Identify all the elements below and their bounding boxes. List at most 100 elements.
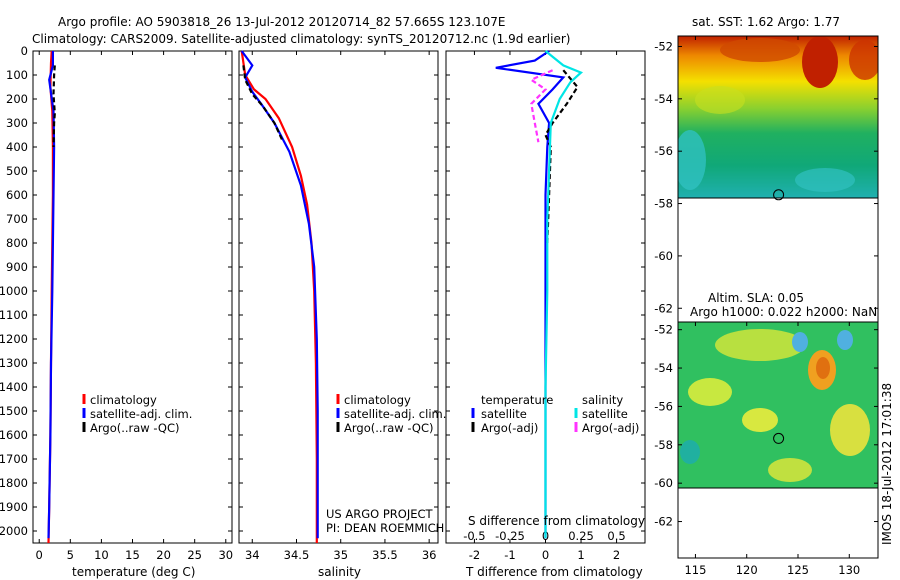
sla-map-title: Altim. SLA: 0.05 bbox=[708, 291, 804, 305]
x-tick-label: 35 bbox=[333, 548, 348, 562]
depth-tick-label: 300 bbox=[6, 116, 28, 130]
figure-title-line1: Argo profile: AO 5903818_26 13-Jul-2012 … bbox=[58, 15, 505, 29]
argo-location-marker bbox=[773, 189, 785, 201]
legend-label-sal-argo: Argo(-adj) bbox=[582, 421, 639, 435]
depth-tick-label: 900 bbox=[6, 260, 28, 274]
legend-label-sal-satellite: satellite bbox=[582, 407, 628, 421]
lat-tick-label: -58 bbox=[654, 197, 673, 211]
sst-lat-ticks: -52 -54 -56 -58 -60 -62 bbox=[654, 39, 878, 315]
sla-high-patch bbox=[688, 378, 732, 406]
sla-low-patch bbox=[837, 330, 853, 350]
salinity-series bbox=[240, 50, 319, 543]
sla-field bbox=[678, 322, 878, 488]
depth-ticks: 0 100 200 300 400 500 600 700 800 900 1000 1100 1200… bbox=[0, 44, 232, 538]
depth-tick-label: 500 bbox=[6, 164, 28, 178]
temperature-legend: climatology satellite-adj. clim. Argo(..… bbox=[82, 393, 192, 435]
depth-tick-label: 1900 bbox=[0, 500, 28, 514]
depth-tick-label: 200 bbox=[6, 92, 28, 106]
depth-tick-label: 600 bbox=[6, 188, 28, 202]
project-credit: US ARGO PROJECT bbox=[326, 507, 434, 521]
depth-tick-label: 1200 bbox=[0, 332, 28, 346]
sla-high-patch bbox=[816, 357, 830, 379]
sla-low-patch bbox=[680, 440, 700, 464]
depth-tick-label: 700 bbox=[6, 212, 28, 226]
s-difference-ticks: -0.5 -0.25 0 0.25 0.5 bbox=[463, 529, 626, 543]
sla-map-subtitle: Argo h1000: 0.022 h2000: NaN bbox=[690, 305, 877, 319]
legend-label-argo: Argo(..raw -QC) bbox=[344, 421, 434, 435]
depth-tick-label: 1300 bbox=[0, 356, 28, 370]
s-diff-tick-label: -0.25 bbox=[495, 529, 525, 543]
lon-tick-label: 120 bbox=[736, 563, 758, 577]
x-tick-label: 34 bbox=[245, 548, 260, 562]
x-tick-label: 20 bbox=[156, 548, 171, 562]
difference-depth-ticks bbox=[446, 50, 645, 532]
depth-tick-label: 100 bbox=[6, 68, 28, 82]
x-tick-label: 0 bbox=[542, 548, 549, 562]
x-tick-label: 0 bbox=[36, 548, 43, 562]
s-diff-tick-label: 0.5 bbox=[607, 529, 625, 543]
depth-tick-label: 1100 bbox=[0, 308, 28, 322]
depth-tick-label: 1800 bbox=[0, 476, 28, 490]
temperature-ticks: 0 5 10 15 20 25 30 bbox=[36, 51, 233, 562]
salinity-axes-frame bbox=[238, 50, 439, 544]
series-line bbox=[240, 50, 318, 543]
sla-map-frame bbox=[677, 321, 879, 559]
lat-tick-label: -60 bbox=[654, 476, 673, 490]
difference-legend: temperature satellite Argo(-adj) salinit… bbox=[471, 393, 639, 435]
sst-warm-patch bbox=[720, 38, 800, 62]
lon-tick-label: 130 bbox=[838, 563, 860, 577]
series-line bbox=[52, 65, 56, 148]
series-line bbox=[544, 50, 584, 539]
temperature-axes-frame bbox=[32, 50, 233, 544]
depth-tick-label: 1600 bbox=[0, 428, 28, 442]
t-difference-ticks: -2 -1 0 1 2 bbox=[469, 51, 620, 562]
sla-lon-ticks: 115 120 125 130 bbox=[684, 322, 860, 577]
x-tick-label: 36 bbox=[422, 548, 437, 562]
series-line bbox=[529, 69, 554, 143]
series-line bbox=[242, 65, 285, 143]
lat-tick-label: -56 bbox=[654, 144, 673, 158]
series-line bbox=[47, 51, 56, 539]
x-tick-label: 34.5 bbox=[284, 548, 310, 562]
depth-tick-label: 1700 bbox=[0, 452, 28, 466]
sla-lat-ticks: -52 -54 -56 -58 -60 -62 bbox=[654, 323, 878, 529]
x-tick-label: 10 bbox=[94, 548, 109, 562]
sst-field bbox=[678, 36, 878, 198]
sst-cool-patch bbox=[795, 168, 855, 192]
salinity-legend: climatology satellite-adj. clim. Argo(..… bbox=[336, 393, 446, 435]
sst-warm-patch bbox=[802, 36, 838, 88]
x-tick-label: 2 bbox=[613, 548, 620, 562]
legend-group-salinity: salinity bbox=[582, 393, 623, 407]
difference-series bbox=[495, 50, 584, 539]
difference-panel: -2 -1 0 1 2 -0.5 -0.25 0 0.25 0.5 S difference f… bbox=[445, 50, 646, 579]
lat-tick-label: -62 bbox=[654, 301, 673, 315]
t-difference-axis-label: T difference from climatology bbox=[465, 565, 643, 579]
s-diff-tick-label: -0.5 bbox=[463, 529, 485, 543]
x-tick-label: 35.5 bbox=[372, 548, 398, 562]
lat-tick-label: -56 bbox=[654, 399, 673, 413]
legend-label-satellite: satellite-adj. clim. bbox=[344, 407, 446, 421]
lat-tick-label: -52 bbox=[654, 39, 673, 53]
s-diff-tick-label: 0.25 bbox=[568, 529, 594, 543]
x-tick-label: 1 bbox=[577, 548, 584, 562]
figure-title-line2: Climatology: CARS2009. Satellite-adjuste… bbox=[32, 32, 570, 46]
lat-tick-label: -60 bbox=[654, 249, 673, 263]
depth-tick-label: 1000 bbox=[0, 284, 28, 298]
sla-high-patch bbox=[715, 329, 805, 361]
depth-tick-label: 0 bbox=[21, 44, 28, 58]
x-tick-label: -1 bbox=[504, 548, 515, 562]
lat-tick-label: -58 bbox=[654, 438, 673, 452]
imos-timestamp: IMOS 18-Jul-2012 17:01:38 bbox=[880, 383, 894, 545]
x-tick-label: -2 bbox=[469, 548, 480, 562]
sla-low-patch bbox=[792, 332, 808, 352]
x-tick-label: 15 bbox=[125, 548, 140, 562]
salinity-panel: 34 34.5 35 35.5 36 salinity climatology sate… bbox=[238, 50, 446, 579]
lat-tick-label: -54 bbox=[654, 361, 673, 375]
salinity-depth-ticks bbox=[239, 50, 438, 532]
depth-tick-label: 1400 bbox=[0, 380, 28, 394]
temperature-series bbox=[47, 50, 56, 544]
lat-tick-label: -52 bbox=[654, 323, 673, 337]
sst-warm-patch bbox=[849, 40, 878, 80]
sla-map: Altim. SLA: 0.05 Argo h1000: 0.022 h2000… bbox=[654, 291, 879, 577]
